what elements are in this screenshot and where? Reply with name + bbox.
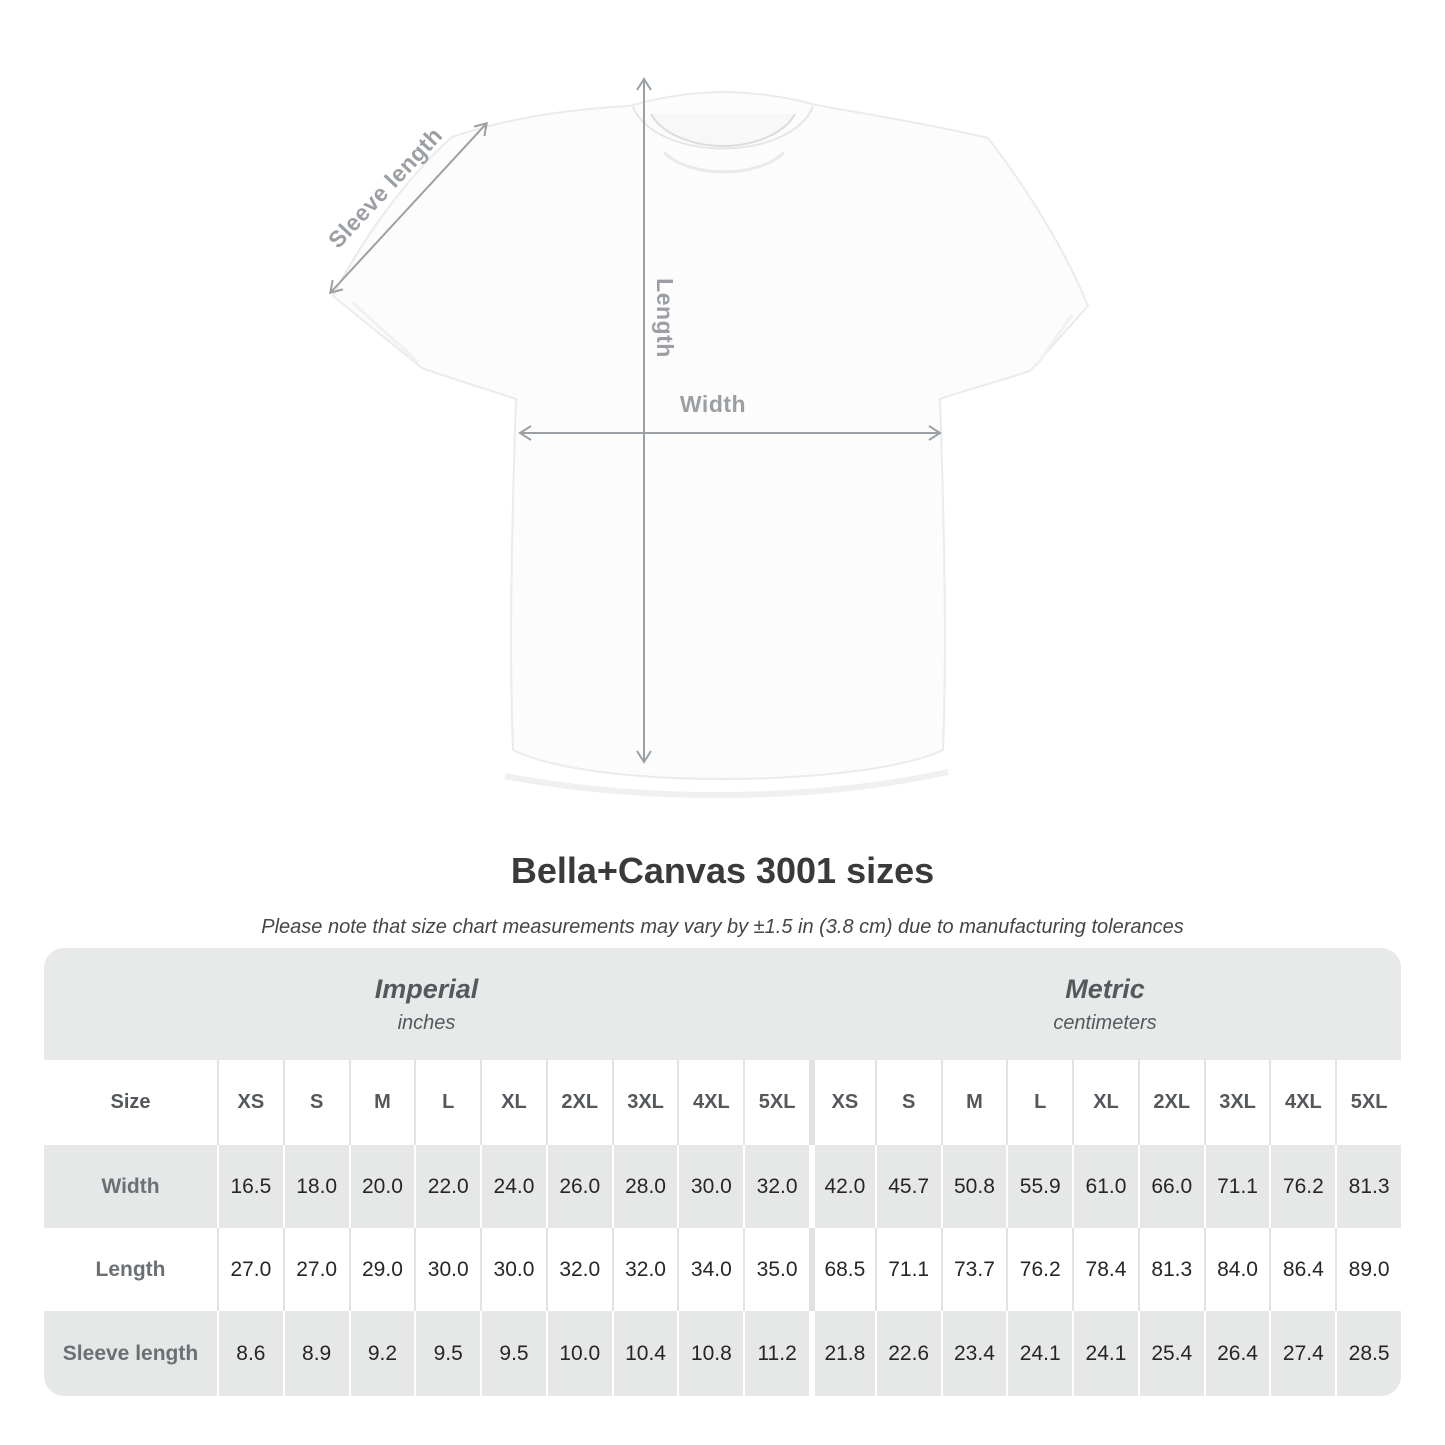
value-width-metric-xl: 61.0 <box>1072 1145 1138 1228</box>
value-width-imperial-s: 18.0 <box>282 1145 349 1228</box>
value-width-metric-4xl: 76.2 <box>1269 1145 1336 1228</box>
width-label: Width <box>680 391 746 417</box>
sleeve-length-arrow <box>329 121 488 295</box>
size-header-metric-s: S <box>874 1060 941 1145</box>
size-header-imperial-l: L <box>414 1060 481 1145</box>
value-sleeve-length-metric-5xl: 28.5 <box>1335 1311 1401 1396</box>
value-length-imperial-xl: 30.0 <box>480 1228 546 1311</box>
value-sleeve-length-metric-2xl: 25.4 <box>1137 1311 1204 1396</box>
size-header-metric-5xl: 5XL <box>1335 1060 1401 1145</box>
value-length-metric-s: 71.1 <box>874 1228 941 1311</box>
value-sleeve-length-metric-m: 23.4 <box>940 1311 1007 1396</box>
value-sleeve-length-imperial-s: 8.9 <box>282 1311 349 1396</box>
imperial-units: inches <box>397 1011 456 1034</box>
value-length-metric-2xl: 81.3 <box>1137 1228 1204 1311</box>
value-width-metric-3xl: 71.1 <box>1203 1145 1270 1228</box>
tshirt-measurement-illustration: Length Width Sleeve length <box>323 77 1089 798</box>
imperial-group-header: Imperial inches <box>44 948 809 1060</box>
size-header-imperial-3xl: 3XL <box>611 1060 678 1145</box>
value-width-imperial-4xl: 30.0 <box>677 1145 744 1228</box>
value-length-imperial-2xl: 32.0 <box>545 1228 612 1311</box>
value-sleeve-length-imperial-m: 9.2 <box>348 1311 415 1396</box>
unit-group-header: Imperial inches Metric centimeters <box>44 948 1401 1060</box>
measurement-arrows <box>329 77 942 764</box>
metric-label: Metric <box>1065 973 1145 1004</box>
size-header-metric-xl: XL <box>1072 1060 1138 1145</box>
metric-units: centimeters <box>1053 1011 1157 1034</box>
value-sleeve-length-metric-4xl: 27.4 <box>1269 1311 1336 1396</box>
value-sleeve-length-imperial-5xl: 11.2 <box>743 1311 809 1396</box>
value-width-imperial-3xl: 28.0 <box>611 1145 678 1228</box>
value-length-imperial-s: 27.0 <box>282 1228 349 1311</box>
size-header-metric-l: L <box>1006 1060 1073 1145</box>
value-sleeve-length-metric-3xl: 26.4 <box>1203 1311 1270 1396</box>
imperial-label: Imperial <box>374 973 479 1004</box>
size-header-metric-m: M <box>940 1060 1007 1145</box>
value-length-imperial-l: 30.0 <box>414 1228 481 1311</box>
value-length-imperial-4xl: 34.0 <box>677 1228 744 1311</box>
value-sleeve-length-metric-s: 22.6 <box>874 1311 941 1396</box>
value-sleeve-length-imperial-3xl: 10.4 <box>611 1311 678 1396</box>
value-sleeve-length-imperial-xl: 9.5 <box>480 1311 546 1396</box>
value-length-metric-3xl: 84.0 <box>1203 1228 1270 1311</box>
value-width-imperial-l: 22.0 <box>414 1145 481 1228</box>
size-chart-table: Imperial inches Metric centimeters Size X… <box>44 948 1401 1396</box>
value-length-metric-l: 76.2 <box>1006 1228 1073 1311</box>
value-width-metric-2xl: 66.0 <box>1137 1145 1204 1228</box>
value-sleeve-length-imperial-xs: 8.6 <box>217 1311 283 1396</box>
right-cuff-seam <box>1034 314 1074 367</box>
page-title: Bella+Canvas 3001 sizes <box>510 850 935 891</box>
value-width-imperial-xl: 24.0 <box>480 1145 546 1228</box>
size-header-imperial-s: S <box>282 1060 349 1145</box>
value-width-metric-5xl: 81.3 <box>1335 1145 1401 1228</box>
size-header-imperial-m: M <box>348 1060 415 1145</box>
left-cuff-seam <box>350 300 420 364</box>
value-length-metric-4xl: 86.4 <box>1269 1228 1336 1311</box>
value-length-imperial-m: 29.0 <box>348 1228 415 1311</box>
value-width-metric-m: 50.8 <box>940 1145 1007 1228</box>
size-header-imperial-xs: XS <box>217 1060 283 1145</box>
size-table-grid: Size XS S M L XL 2XL 3XL 4XL 5XL XS S M L XL 2XL 3XL 4XL 5… <box>44 1060 1401 1396</box>
value-width-imperial-2xl: 26.0 <box>545 1145 612 1228</box>
value-length-metric-m: 73.7 <box>940 1228 1007 1311</box>
length-label: Length <box>652 278 678 358</box>
value-length-imperial-xs: 27.0 <box>217 1228 283 1311</box>
row-label-sleeve-length: Sleeve length <box>44 1311 217 1396</box>
value-sleeve-length-metric-xs: 21.8 <box>809 1311 875 1396</box>
size-header-imperial-2xl: 2XL <box>545 1060 612 1145</box>
size-header-metric-3xl: 3XL <box>1203 1060 1270 1145</box>
metric-group-header: Metric centimeters <box>809 948 1401 1060</box>
value-width-imperial-m: 20.0 <box>348 1145 415 1228</box>
value-sleeve-length-imperial-2xl: 10.0 <box>545 1311 612 1396</box>
size-header-imperial-5xl: 5XL <box>743 1060 809 1145</box>
value-width-metric-xs: 42.0 <box>809 1145 875 1228</box>
value-length-metric-5xl: 89.0 <box>1335 1228 1401 1311</box>
size-column-header: Size <box>44 1060 217 1145</box>
tshirt-diagram: Length Width Sleeve length <box>323 77 1089 798</box>
value-sleeve-length-imperial-l: 9.5 <box>414 1311 481 1396</box>
value-width-metric-s: 45.7 <box>874 1145 941 1228</box>
value-width-imperial-5xl: 32.0 <box>743 1145 809 1228</box>
size-header-imperial-xl: XL <box>480 1060 546 1145</box>
value-width-metric-l: 55.9 <box>1006 1145 1073 1228</box>
row-label-length: Length <box>44 1228 217 1311</box>
value-width-imperial-xs: 16.5 <box>217 1145 283 1228</box>
tolerance-note: Please note that size chart measurements… <box>261 916 1184 938</box>
size-header-metric-4xl: 4XL <box>1269 1060 1336 1145</box>
hem-shadow <box>504 769 949 798</box>
size-header-metric-2xl: 2XL <box>1137 1060 1204 1145</box>
size-header-imperial-4xl: 4XL <box>677 1060 744 1145</box>
value-length-imperial-3xl: 32.0 <box>611 1228 678 1311</box>
tshirt-outline <box>332 91 1089 798</box>
value-sleeve-length-metric-l: 24.1 <box>1006 1311 1073 1396</box>
value-length-imperial-5xl: 35.0 <box>743 1228 809 1311</box>
row-label-width: Width <box>44 1145 217 1228</box>
value-length-metric-xl: 78.4 <box>1072 1228 1138 1311</box>
value-sleeve-length-metric-xl: 24.1 <box>1072 1311 1138 1396</box>
value-length-metric-xs: 68.5 <box>809 1228 875 1311</box>
size-header-metric-xs: XS <box>809 1060 875 1145</box>
value-sleeve-length-imperial-4xl: 10.8 <box>677 1311 744 1396</box>
